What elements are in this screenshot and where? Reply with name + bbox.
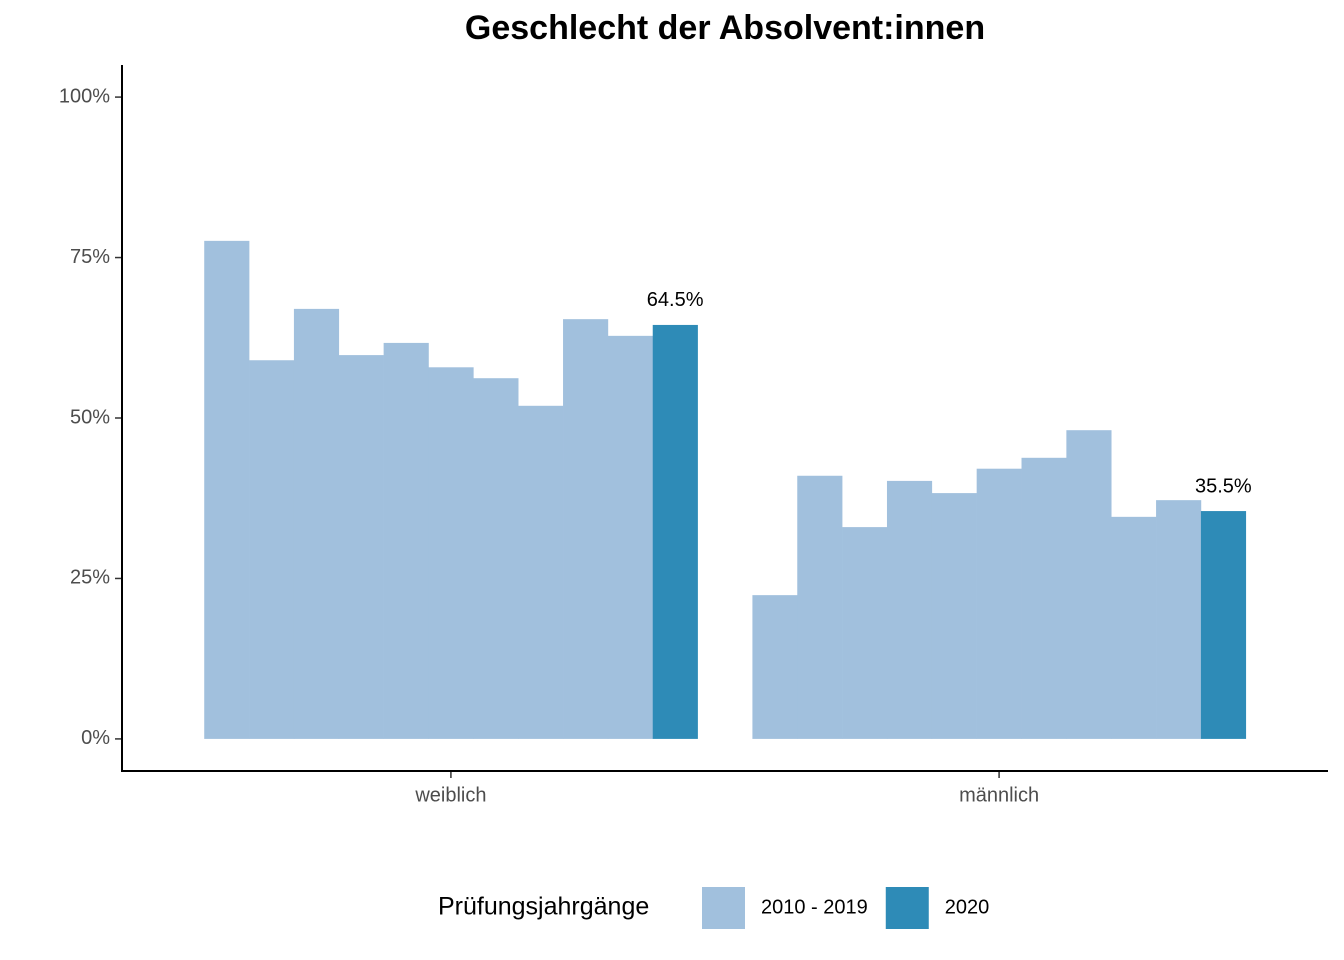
bar	[752, 595, 798, 739]
y-tick-label: 100%	[59, 85, 110, 107]
value-label: 64.5%	[647, 289, 704, 311]
x-tick-label: männlich	[959, 784, 1039, 806]
value-label: 35.5%	[1195, 475, 1252, 497]
bar	[1156, 500, 1202, 739]
bar	[607, 335, 654, 739]
chart-title: Geschlecht der Absolvent:innen	[465, 9, 985, 47]
bar	[428, 367, 474, 739]
bar	[886, 480, 933, 739]
legend-title: Prüfungsjahrgänge	[438, 893, 649, 921]
bar	[1066, 430, 1112, 739]
bar	[1111, 516, 1157, 739]
bar	[204, 240, 250, 739]
bar	[1200, 511, 1247, 739]
legend-label: 2010 - 2019	[761, 896, 868, 918]
y-tick-label: 0%	[81, 727, 110, 749]
legend-key	[702, 887, 745, 929]
bar	[1021, 457, 1067, 739]
bar	[652, 324, 698, 739]
y-tick-label: 50%	[70, 406, 110, 428]
y-tick-label: 75%	[70, 246, 110, 268]
x-tick-label: weiblich	[414, 784, 486, 806]
bar	[338, 355, 384, 739]
y-tick-label: 25%	[70, 567, 110, 589]
bar	[473, 378, 519, 739]
bar	[249, 360, 295, 739]
bar	[797, 475, 843, 739]
bar	[383, 342, 429, 739]
legend-key	[885, 887, 929, 929]
bar	[293, 308, 340, 739]
bar	[842, 527, 888, 739]
bar	[563, 319, 609, 739]
bar	[518, 405, 564, 739]
legend-label: 2020	[945, 896, 990, 918]
bar	[976, 468, 1022, 739]
bar	[931, 493, 977, 739]
